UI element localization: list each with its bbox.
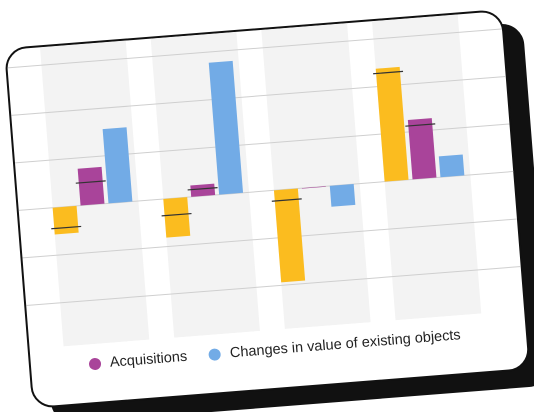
gridline xyxy=(26,265,525,306)
bar-series-1-group-1 xyxy=(52,205,79,235)
bar-marker-series-1-group-1 xyxy=(51,225,82,230)
bar-series-3-group-3 xyxy=(329,184,356,207)
legend-label-acquisitions: Acquisitions xyxy=(109,348,188,371)
bar-series-1-group-2 xyxy=(163,197,191,238)
legend-item-acquisitions: Acquisitions xyxy=(88,348,188,373)
bar-series-2-group-2 xyxy=(190,183,216,197)
chart-card: Acquisitions Changes in value of existin… xyxy=(3,8,531,410)
bar-marker-series-2-group-2 xyxy=(187,186,218,191)
bar-series-2-group-4 xyxy=(407,118,437,180)
bar-marker-series-1-group-4 xyxy=(373,70,404,75)
legend-swatch-changes xyxy=(208,348,222,361)
legend-label-changes: Changes in value of existing objects xyxy=(229,327,462,362)
bar-series-2-group-3 xyxy=(301,186,326,189)
bar-marker-series-2-group-1 xyxy=(75,180,106,184)
bar-series-2-group-1 xyxy=(77,166,105,206)
legend-swatch-acquisitions xyxy=(88,357,102,371)
bar-marker-series-1-group-2 xyxy=(161,212,192,217)
gridline xyxy=(7,28,507,69)
bar-series-1-group-4 xyxy=(375,66,409,182)
bar-series-3-group-4 xyxy=(438,154,465,178)
bar-series-3-group-2 xyxy=(208,60,244,195)
legend-item-changes: Changes in value of existing objects xyxy=(208,327,461,363)
gridline xyxy=(22,218,521,259)
bar-series-3-group-1 xyxy=(102,127,133,204)
plot-area xyxy=(7,14,525,347)
bar-marker-series-1-group-3 xyxy=(271,198,302,202)
bar-series-1-group-3 xyxy=(273,188,306,283)
bar-marker-series-2-group-4 xyxy=(405,123,436,127)
gridline xyxy=(11,75,510,116)
